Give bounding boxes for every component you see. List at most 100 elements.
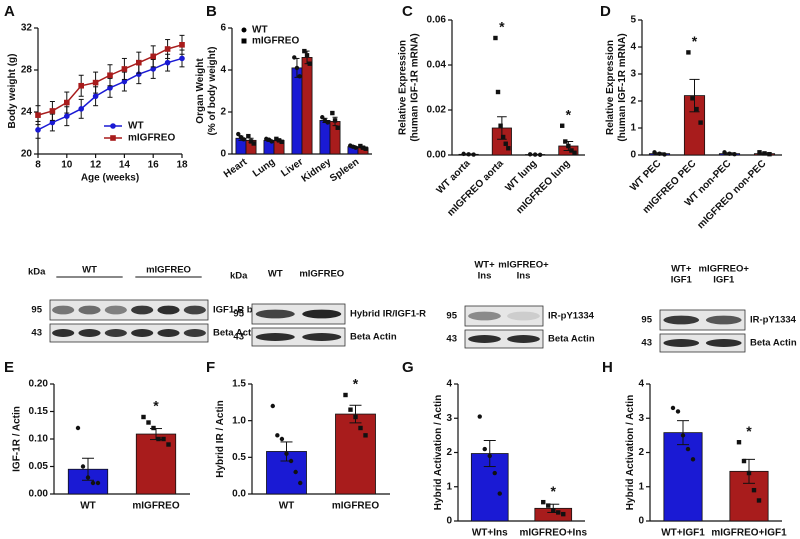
y-axis-label: Body weight (g)	[7, 54, 18, 129]
data-point	[298, 480, 303, 486]
kda-marker: 95	[641, 315, 652, 326]
x-tick-label: WT	[80, 501, 96, 512]
data-point	[121, 78, 128, 85]
data-point	[64, 113, 70, 119]
panel-letter: H	[602, 359, 613, 376]
data-point	[121, 66, 128, 72]
y-tick-label: 0.00	[427, 150, 447, 161]
data-point	[694, 106, 699, 112]
kda-marker: 95	[31, 305, 42, 316]
y-tick-label: 32	[21, 23, 33, 34]
legend-label: mIGFREO	[252, 36, 299, 47]
y-tick-label: 0.05	[29, 461, 49, 472]
x-tick-label: mIGFREO+IGF1	[711, 528, 787, 539]
lane-label: WT+	[671, 264, 692, 275]
y-tick-label: 0	[220, 149, 226, 160]
data-point	[732, 151, 737, 157]
data-point	[35, 127, 41, 133]
data-point	[566, 143, 571, 149]
data-point	[307, 61, 312, 66]
data-point	[541, 499, 546, 505]
significance-mark: *	[692, 33, 698, 49]
y-tick-label: 2	[446, 447, 452, 458]
data-point	[560, 123, 565, 128]
data-point	[690, 457, 696, 462]
data-point	[527, 152, 533, 157]
blot-strip	[49, 323, 209, 343]
x-tick-label: 18	[176, 160, 188, 171]
y-tick-label: 28	[21, 65, 33, 76]
band-label: Beta Actin	[750, 338, 797, 349]
y-tick-label: 1.0	[232, 415, 246, 426]
data-point	[348, 407, 353, 412]
data-point	[690, 96, 695, 101]
y-axis-label: IGF-1R / Actin	[11, 406, 22, 472]
data-point	[78, 82, 84, 89]
data-point	[90, 480, 96, 486]
data-point	[95, 480, 101, 486]
data-point	[288, 458, 294, 464]
data-point	[49, 119, 56, 126]
band-label: IR-pY1334	[750, 315, 797, 326]
y-tick-label: 4	[446, 379, 452, 390]
blot-band	[78, 305, 101, 315]
data-point	[141, 414, 146, 420]
y-tick-label: 2	[220, 107, 226, 118]
x-tick-label: mIGFREO aorta	[445, 158, 506, 219]
blot-strip	[251, 327, 346, 347]
data-point	[80, 464, 86, 469]
data-point	[736, 440, 742, 445]
data-point	[35, 112, 41, 118]
y-tick-label: 0.20	[29, 379, 49, 390]
data-point	[248, 139, 254, 144]
significance-mark: *	[566, 106, 572, 122]
bar	[335, 413, 376, 495]
blot-band	[104, 329, 127, 337]
data-point	[363, 146, 368, 151]
y-axis-label: (% of body weight)	[207, 47, 218, 136]
kda-marker: 95	[233, 309, 244, 320]
blot-band	[663, 339, 700, 347]
kda-label: kDa	[28, 267, 46, 278]
data-point	[146, 420, 151, 425]
lane-label: WT	[268, 269, 283, 280]
x-tick-label: WT PEC	[628, 158, 663, 193]
data-point	[284, 451, 289, 456]
data-point	[746, 470, 752, 476]
significance-mark: *	[746, 423, 752, 439]
data-point	[662, 152, 667, 157]
blot-band	[104, 305, 127, 315]
data-point	[75, 425, 81, 431]
y-axis-label: Hybrid Activation / Actin	[625, 395, 636, 510]
x-axis-label: Age (weeks)	[81, 173, 139, 184]
data-point	[493, 35, 498, 41]
data-point	[161, 436, 166, 442]
lane-label: Ins	[478, 271, 492, 282]
data-point	[546, 503, 551, 508]
data-point	[293, 469, 298, 475]
blot-band	[157, 305, 180, 315]
blot-band	[663, 315, 700, 325]
legend-label: mIGFREO	[128, 133, 175, 144]
significance-mark: *	[353, 376, 359, 392]
y-tick-label: 2	[638, 447, 644, 458]
y-tick-label: 24	[21, 107, 33, 118]
data-point	[498, 123, 503, 128]
data-point	[363, 433, 368, 438]
data-point	[92, 79, 99, 86]
data-point	[685, 446, 691, 452]
significance-mark: *	[153, 398, 159, 414]
kda-marker: 43	[641, 338, 652, 349]
blot-band	[705, 339, 742, 347]
y-axis-label: Hybrid Activation / Actin	[433, 395, 444, 510]
kda-marker: 43	[233, 332, 244, 343]
blot-band	[705, 315, 742, 325]
data-point	[49, 108, 56, 114]
y-tick-label: 2	[630, 96, 636, 107]
y-tick-label: 0.04	[427, 60, 447, 71]
blot-band	[468, 311, 501, 321]
blot-band	[302, 333, 342, 341]
panel-letter: D	[600, 3, 611, 20]
legend-marker	[110, 123, 116, 129]
data-point	[302, 48, 307, 54]
